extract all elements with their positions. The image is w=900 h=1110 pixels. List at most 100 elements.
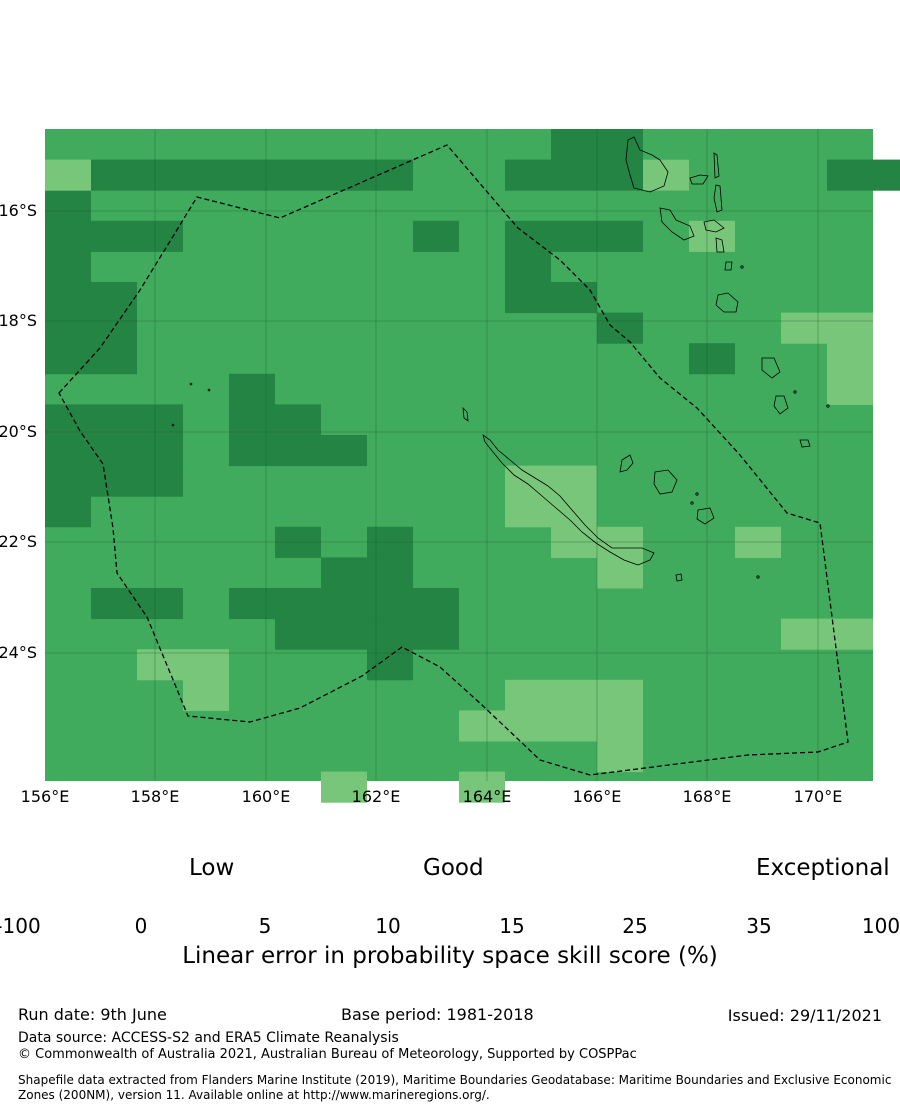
issued-date: Issued: 29/11/2021 xyxy=(727,1006,882,1025)
lat-label-24s: 24°S xyxy=(0,643,37,662)
small-islet xyxy=(207,388,211,392)
lon-label-156e: 156°E xyxy=(20,787,70,806)
skill-cell-exceptional xyxy=(91,588,183,620)
small-islet xyxy=(189,382,193,386)
skill-cell-exceptional xyxy=(45,251,91,283)
belep-islands xyxy=(462,406,469,422)
map-gridlines xyxy=(45,129,873,781)
colorbar-tick: 35 xyxy=(746,914,772,938)
skill-cell-exceptional xyxy=(321,557,413,589)
small-islet xyxy=(756,575,760,579)
skill-cell-good xyxy=(459,771,505,803)
skill-cell-exceptional xyxy=(45,465,183,497)
skill-cell-exceptional xyxy=(45,435,183,467)
skill-cell-exceptional xyxy=(597,312,643,344)
skill-cell-exceptional xyxy=(229,373,275,405)
data-source: Data source: ACCESS-S2 and ERA5 Climate … xyxy=(18,1030,399,1046)
erromango-island xyxy=(761,357,781,379)
skill-map xyxy=(45,129,900,803)
colorbar-tick: 25 xyxy=(622,914,648,938)
landmasses xyxy=(171,136,830,582)
skill-cell-exceptional xyxy=(45,343,137,375)
loyalty-island-3 xyxy=(696,507,715,525)
skill-cell-exceptional xyxy=(229,404,321,436)
good-skill-cells xyxy=(45,159,873,803)
small-islet xyxy=(171,423,175,427)
maewo-island xyxy=(713,152,720,179)
lat-label-20s: 20°S xyxy=(0,422,37,441)
lon-label-162e: 162°E xyxy=(351,787,401,806)
skill-cell-exceptional xyxy=(45,220,183,252)
small-islet xyxy=(793,390,797,394)
loyalty-island-2 xyxy=(653,469,678,495)
skill-cell-good xyxy=(459,710,643,742)
colorbar-title: Linear error in probability space skill … xyxy=(182,943,718,969)
skill-cell-exceptional xyxy=(505,220,643,252)
lon-label-170e: 170°E xyxy=(793,787,843,806)
shapefile-credit: Shapefile data extracted from Flanders M… xyxy=(18,1073,892,1102)
skill-cell-exceptional xyxy=(827,159,900,191)
lon-label-164e: 164°E xyxy=(462,787,512,806)
exceptional-skill-cells xyxy=(45,129,900,681)
skill-cell-exceptional xyxy=(505,282,597,314)
colorbar-tick: 10 xyxy=(375,914,401,938)
skill-cell-good xyxy=(781,618,873,650)
small-islet xyxy=(826,404,830,408)
skill-cell-good xyxy=(781,312,873,344)
lat-label-18s: 18°S xyxy=(0,311,37,330)
ambae-island xyxy=(689,174,709,185)
skill-cell-good xyxy=(689,220,735,252)
pentecost-island xyxy=(713,184,723,213)
skill-cell-good xyxy=(597,741,643,773)
epi-island xyxy=(715,237,725,253)
skill-cell-exceptional xyxy=(367,649,413,681)
isle-of-pines xyxy=(675,573,683,582)
skill-cell-good xyxy=(321,771,367,803)
skill-cell-exceptional xyxy=(367,526,413,558)
copyright: © Commonwealth of Australia 2021, Austra… xyxy=(18,1047,637,1062)
malekula-island xyxy=(659,207,695,241)
small-islet xyxy=(695,492,699,496)
skill-cell-exceptional xyxy=(275,618,459,650)
skill-cell-exceptional xyxy=(45,282,137,314)
skill-cell-exceptional xyxy=(45,404,183,436)
colorbar-tick: 0 xyxy=(134,914,148,938)
lon-label-160e: 160°E xyxy=(241,787,291,806)
colorbar-tick: 100 xyxy=(861,914,900,938)
new-caledonia-island xyxy=(482,434,655,566)
colorbar-tick: 15 xyxy=(499,914,525,938)
skill-cell-exceptional xyxy=(275,526,321,558)
skill-cell-good xyxy=(137,649,229,681)
skill-cell-exceptional xyxy=(413,220,459,252)
skill-cell-exceptional xyxy=(229,588,459,620)
loyalty-island-1 xyxy=(619,454,634,473)
skill-cell-exceptional xyxy=(45,312,137,344)
skill-cell-exceptional xyxy=(45,190,91,222)
lon-label-166e: 166°E xyxy=(572,787,622,806)
aneityum-island xyxy=(799,439,811,448)
skill-cell-exceptional xyxy=(229,435,367,467)
espiritu-santo-island xyxy=(625,136,669,193)
skill-cell-good xyxy=(183,679,229,711)
skill-cell-good xyxy=(827,373,873,405)
legend-category-low: Low xyxy=(189,855,235,881)
tanna-island xyxy=(773,395,789,415)
skill-cell-good xyxy=(505,465,597,497)
shepherd-islands xyxy=(724,261,733,271)
skill-cell-good xyxy=(827,343,873,375)
skill-cell-exceptional xyxy=(689,343,735,375)
skill-cell-good xyxy=(505,679,643,711)
skill-cell-good xyxy=(735,526,781,558)
eez-boundary xyxy=(58,144,849,776)
colorbar-tick: -100 xyxy=(0,914,41,938)
small-islet xyxy=(690,501,694,505)
lon-label-158e: 158°E xyxy=(130,787,180,806)
skill-cell-good xyxy=(505,496,597,528)
skill-cell-good xyxy=(643,159,689,191)
colorbar-tick: 5 xyxy=(258,914,272,938)
efate-island xyxy=(715,292,739,313)
base-period: Base period: 1981-2018 xyxy=(341,1005,534,1024)
skill-cell-good xyxy=(45,159,91,191)
lon-label-168e: 168°E xyxy=(682,787,732,806)
legend-category-good: Good xyxy=(423,855,484,881)
